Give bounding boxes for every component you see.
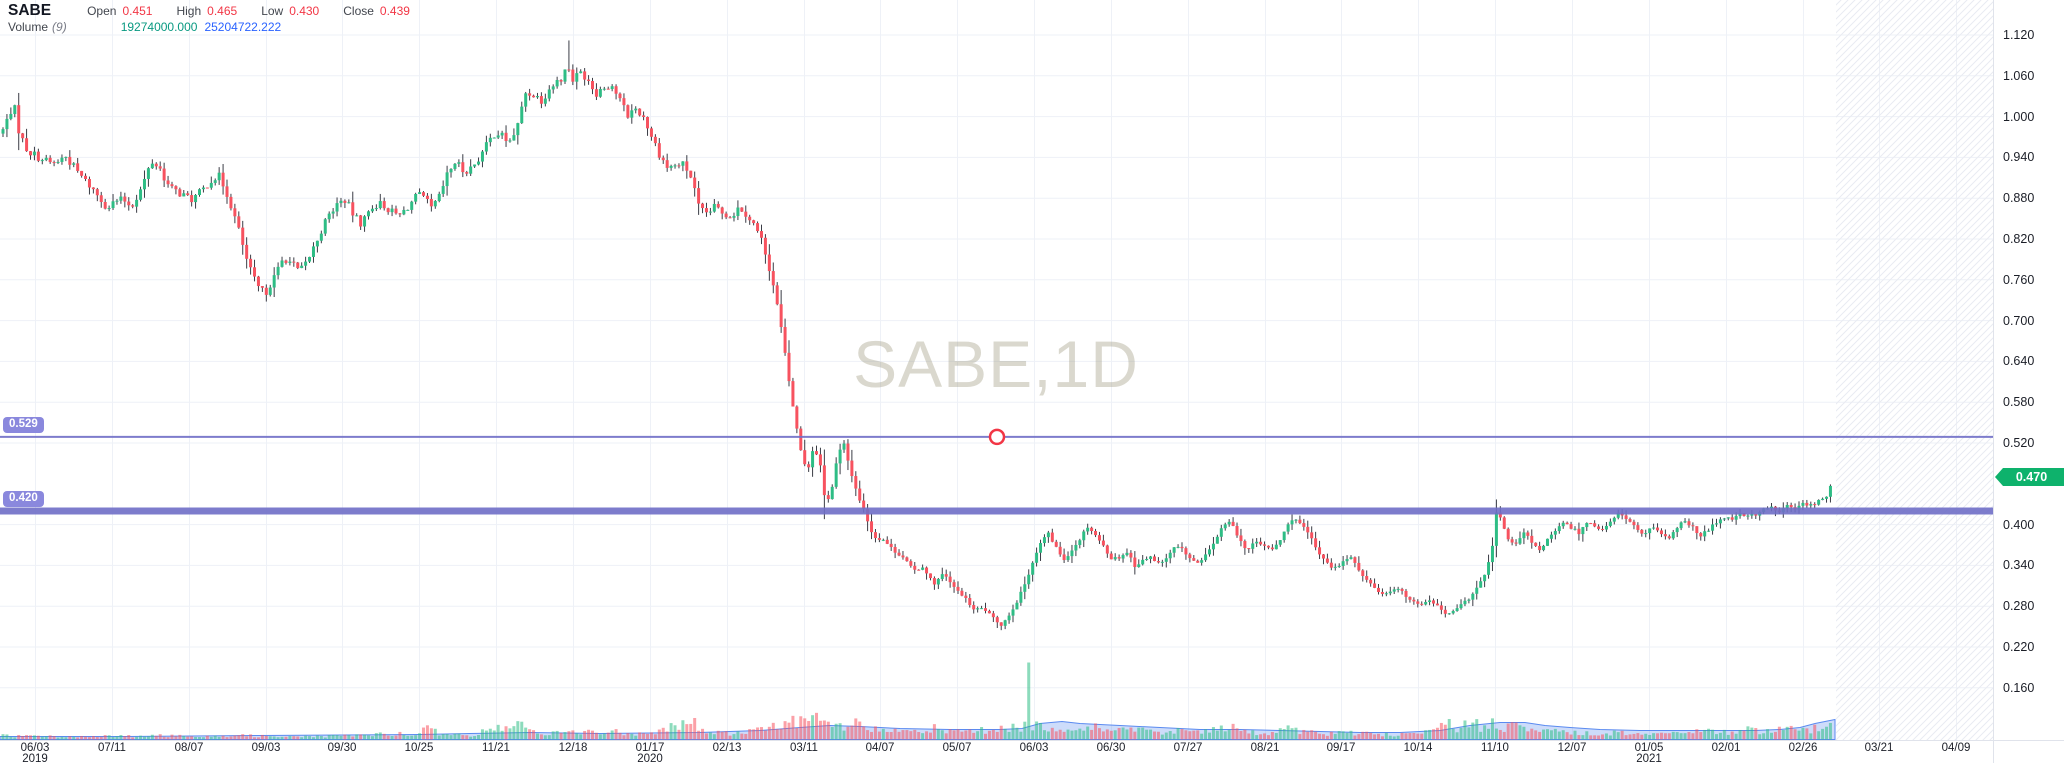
ohlc-legend-row[interactable]: SABE Open 0.451 High 0.465 Low 0.430 Clo… [8, 3, 434, 19]
price-tick-label: 1.120 [2003, 28, 2035, 42]
price-tick-label: 0.220 [2003, 640, 2035, 654]
volume-bars-layer [1, 662, 1832, 740]
volume-value-blue: 25204722.222 [204, 20, 282, 34]
price-tick-label: 0.880 [2003, 191, 2035, 206]
time-tick-label: 02/26 [1788, 742, 1818, 754]
time-tick-label: 01/17 2020 [635, 742, 665, 763]
low-value: 0.430 [289, 4, 320, 18]
price-tick-label: 0.640 [2003, 354, 2035, 369]
price-tick-label: 1.000 [2003, 109, 2035, 124]
volume-legend-row[interactable]: Volume (9) 19274000.000 25204722.222 [8, 19, 434, 35]
time-tick-label: 10/14 [1403, 742, 1433, 754]
line-price-badge[interactable]: 0.529 [3, 416, 44, 433]
low-label: Low [261, 4, 284, 18]
open-label: Open [87, 4, 117, 18]
volume-value-green: 19274000.000 [120, 20, 198, 34]
line-drag-handle[interactable] [988, 428, 1006, 446]
chart-legend: SABE Open 0.451 High 0.465 Low 0.430 Clo… [8, 3, 434, 35]
price-tick-label: 0.700 [2003, 313, 2035, 328]
time-tick-label: 05/07 [942, 742, 972, 754]
close-value: 0.439 [379, 4, 410, 18]
price-tick-label: 0.760 [2003, 272, 2035, 287]
time-tick-label: 06/03 [1019, 742, 1049, 754]
time-tick-label: 12/07 [1557, 742, 1587, 754]
open-value: 0.451 [122, 4, 153, 18]
volume-indicator-label: Volume [8, 20, 49, 34]
time-tick-label: 07/11 [98, 742, 126, 754]
time-tick-label: 02/13 [712, 742, 742, 754]
time-tick-label: 08/07 [174, 742, 204, 754]
time-tick-label: 09/17 [1326, 742, 1356, 754]
time-tick-label: 09/30 [327, 742, 357, 754]
time-tick-label: 03/11 [790, 742, 818, 754]
time-tick-label: 11/21 [482, 742, 510, 754]
time-tick-label: 06/03 2019 [20, 742, 50, 763]
price-tick-label: 0.400 [2003, 517, 2035, 532]
price-tick-label: 0.160 [2003, 680, 2035, 695]
time-tick-label: 09/03 [251, 742, 281, 754]
time-tick-label: 11/10 [1481, 742, 1509, 754]
time-tick-label: 07/27 [1173, 742, 1203, 754]
price-tick-label: 0.340 [2003, 558, 2035, 573]
future-area-hatch [1836, 0, 1993, 740]
time-tick-label: 01/05 2021 [1634, 742, 1664, 763]
time-tick-label: 04/09 [1941, 742, 1971, 754]
close-label: Close [343, 4, 374, 18]
line-price-badge[interactable]: 0.420 [3, 491, 44, 507]
candles-layer [1, 40, 1832, 631]
time-tick-label: 04/07 [865, 742, 895, 754]
time-tick-label: 12/18 [558, 742, 588, 754]
time-tick-label: 08/21 [1250, 742, 1280, 754]
price-tick-label: 0.940 [2003, 150, 2035, 165]
time-tick-label: 06/30 [1096, 742, 1126, 754]
high-value: 0.465 [207, 4, 238, 18]
price-tick-label: 0.520 [2003, 436, 2035, 450]
price-tick-label: 0.820 [2003, 232, 2035, 246]
time-tick-label: 02/01 [1711, 742, 1741, 754]
price-tick-label: 0.580 [2003, 395, 2035, 410]
volume-indicator-param: (9) [52, 20, 67, 34]
price-tick-label: 0.280 [2003, 599, 2035, 614]
symbol-title: SABE [8, 2, 52, 19]
last-price-badge: 0.470 [1995, 468, 2064, 486]
time-tick-label: 10/25 [404, 742, 434, 754]
time-tick-label: 03/21 [1864, 742, 1894, 754]
high-label: High [176, 4, 202, 18]
grid-layer [0, 0, 1993, 740]
price-tick-label: 1.060 [2003, 68, 2035, 83]
